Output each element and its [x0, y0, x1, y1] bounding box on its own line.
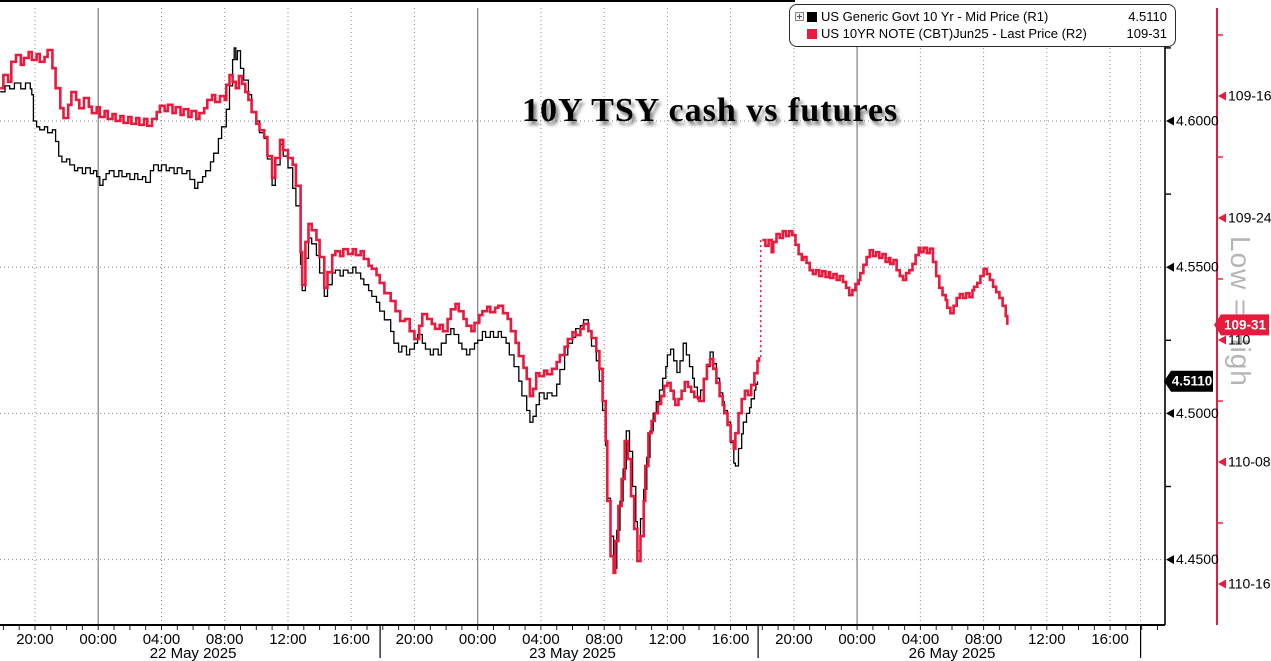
- y-axis-label: 4.4500: [1176, 551, 1219, 567]
- time-label: 08:00: [585, 631, 623, 648]
- y-axis-label: 110: [1228, 332, 1251, 348]
- y-axis-label: 109-24: [1228, 210, 1271, 226]
- axis-tick-arrow: [1218, 579, 1226, 589]
- time-label: 16:00: [332, 631, 370, 648]
- time-label: 20:00: [396, 631, 434, 648]
- time-label: 12:00: [1028, 631, 1066, 648]
- axis-tick-arrow: [1166, 408, 1174, 418]
- y-axis-label: 110-08: [1228, 454, 1271, 470]
- time-label: 00:00: [459, 631, 497, 648]
- y-axis-label: 109-16: [1228, 88, 1271, 104]
- legend-row-futures[interactable]: US 10YR NOTE (CBT)Jun25 - Last Price (R2…: [795, 25, 1167, 42]
- futures-last-price-tag: [1214, 314, 1269, 336]
- cash-series-swatch-icon: [807, 11, 817, 22]
- cash-last-price-tag: [1164, 370, 1213, 392]
- axis-tick-arrow: [1166, 262, 1174, 272]
- time-label: 12:00: [269, 631, 307, 648]
- time-label: 12:00: [649, 631, 687, 648]
- time-label: 04:00: [522, 631, 560, 648]
- chart-title: 10Y TSY cash vs futures: [522, 92, 899, 129]
- time-label: 08:00: [965, 631, 1003, 648]
- futures-series-value: 109-31: [1126, 26, 1167, 41]
- axis-tick-arrow: [1218, 457, 1226, 467]
- inverted-axis-note: Low = High: [1225, 236, 1256, 387]
- legend-box: US Generic Govt 10 Yr - Mid Price (R1) 4…: [789, 4, 1176, 47]
- expand-icon[interactable]: [795, 12, 804, 21]
- time-label: 04:00: [143, 631, 181, 648]
- futures-last-price-tag-text: 109-31: [1224, 317, 1267, 332]
- time-label: 20:00: [16, 631, 54, 648]
- time-label: 20:00: [775, 631, 813, 648]
- top-crop-line: [0, 0, 795, 2]
- axis-tick-arrow: [1166, 116, 1174, 126]
- y-axis-label: 4.5000: [1176, 405, 1219, 421]
- time-label: 04:00: [902, 631, 940, 648]
- axis-tick-arrow: [1218, 335, 1226, 345]
- date-label: 26 May 2025: [909, 645, 996, 661]
- y-axis-label: 4.5500: [1176, 259, 1219, 275]
- time-label: 16:00: [712, 631, 750, 648]
- y-axis-label: 110-16: [1228, 576, 1271, 592]
- y-axis-label: 4.6000: [1176, 113, 1219, 129]
- cash-last-price-tag-text: 4.5110: [1172, 374, 1213, 389]
- axis-tick-arrow: [1218, 91, 1226, 101]
- futures-series-swatch-icon: [807, 28, 817, 39]
- time-label: 00:00: [838, 631, 876, 648]
- cash-series-label: US Generic Govt 10 Yr - Mid Price (R1): [821, 9, 1049, 24]
- futures-series-label: US 10YR NOTE (CBT)Jun25 - Last Price (R2…: [821, 26, 1087, 41]
- axis-tick-arrow: [1218, 213, 1226, 223]
- date-label: 22 May 2025: [150, 645, 237, 661]
- time-label: 16:00: [1091, 631, 1129, 648]
- legend-row-cash[interactable]: US Generic Govt 10 Yr - Mid Price (R1) 4…: [795, 8, 1167, 25]
- time-label: 00:00: [79, 631, 117, 648]
- futures-price-line: [0, 48, 1009, 575]
- axis-tick-arrow: [1166, 555, 1174, 565]
- cash-series-value: 4.5110: [1128, 9, 1167, 24]
- cash-yield-line: [0, 47, 759, 570]
- date-label: 23 May 2025: [529, 645, 616, 661]
- time-label: 08:00: [206, 631, 244, 648]
